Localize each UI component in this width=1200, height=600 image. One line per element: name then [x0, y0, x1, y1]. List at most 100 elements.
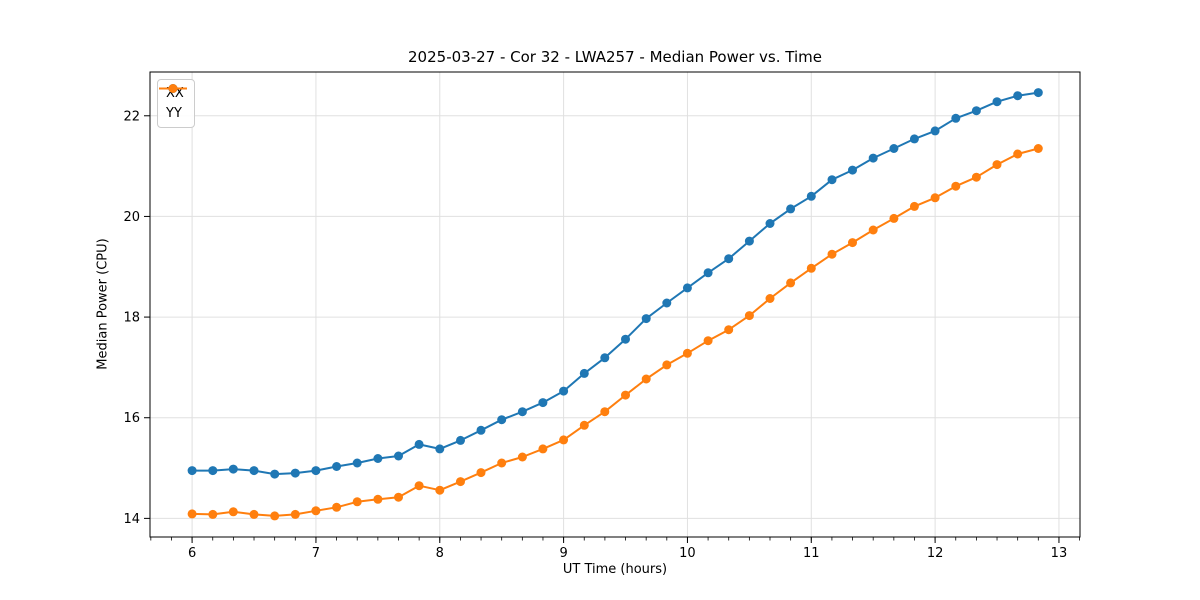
data-point-marker — [848, 165, 857, 175]
data-point-marker — [187, 466, 197, 476]
data-point-marker — [290, 509, 300, 519]
data-point-marker — [208, 509, 218, 519]
x-tick-label: 13 — [1051, 546, 1068, 561]
data-point-marker — [208, 466, 218, 476]
data-point-marker — [765, 294, 775, 303]
data-point-marker — [579, 368, 589, 378]
x-tick-label: 8 — [436, 546, 444, 561]
y-axis-label: Median Power (CPU) — [95, 238, 111, 370]
data-point-marker — [228, 464, 238, 474]
x-tick-label: 10 — [679, 546, 696, 561]
data-point-marker — [868, 225, 878, 235]
data-point-marker — [641, 374, 651, 384]
data-point-marker — [435, 485, 445, 495]
data-point-marker — [187, 509, 197, 519]
data-point-marker — [476, 425, 486, 435]
x-tick-label: 7 — [312, 546, 320, 561]
data-point-marker — [703, 268, 713, 278]
data-point-marker — [373, 454, 383, 463]
data-point-marker — [332, 502, 342, 512]
data-point-marker — [641, 314, 651, 324]
y-tick-label: 20 — [123, 210, 140, 225]
data-point-marker — [806, 263, 816, 273]
data-point-marker — [827, 175, 837, 185]
data-point-marker — [662, 360, 672, 370]
data-point-marker — [394, 492, 403, 502]
data-point-marker — [909, 134, 919, 144]
data-point-marker — [538, 444, 548, 454]
y-tick-label: 18 — [123, 311, 140, 326]
data-point-marker — [1033, 144, 1043, 153]
data-point-marker — [249, 466, 259, 476]
data-point-marker — [228, 507, 238, 517]
data-point-marker — [848, 238, 857, 248]
legend-line-marker-icon — [159, 84, 187, 93]
data-point-marker — [744, 311, 754, 321]
data-point-marker — [971, 106, 981, 116]
data-point-marker — [456, 477, 465, 487]
data-point-marker — [682, 283, 692, 293]
data-point-marker — [559, 386, 569, 396]
data-point-marker — [992, 97, 1002, 107]
data-point-marker — [373, 494, 383, 504]
data-point-marker — [270, 511, 280, 521]
data-point-marker — [497, 458, 507, 468]
series-line — [192, 91, 1039, 476]
x-tick-label: 6 — [188, 546, 196, 561]
y-tick-label: 22 — [123, 109, 140, 124]
x-minor-ticks — [150, 537, 1080, 541]
legend: XX YY — [157, 79, 195, 128]
data-point-marker — [311, 506, 321, 516]
data-point-marker — [951, 181, 961, 191]
data-point-marker — [724, 325, 734, 335]
y-tick-label: 14 — [123, 512, 140, 527]
data-point-marker — [662, 298, 672, 308]
data-point-marker — [889, 144, 899, 153]
y-tick-label: 16 — [123, 411, 140, 426]
data-point-marker — [352, 497, 362, 507]
data-point-marker — [476, 468, 486, 478]
data-point-marker — [930, 193, 940, 203]
legend-label: YY — [166, 106, 182, 121]
data-point-marker — [352, 458, 362, 468]
data-point-marker — [786, 278, 796, 288]
chart-title: 2025-03-27 - Cor 32 - LWA257 - Median Po… — [408, 48, 822, 66]
data-point-marker — [394, 451, 403, 461]
x-tick-label: 9 — [559, 546, 567, 561]
data-point-marker — [930, 126, 940, 136]
data-point-marker — [971, 172, 981, 182]
legend-entry-YY: YY — [159, 84, 187, 122]
y-axis: 14 16 18 20 22 — [123, 109, 150, 527]
data-point-marker — [992, 160, 1002, 170]
data-point-marker — [517, 452, 527, 462]
data-point-marker — [579, 420, 589, 430]
data-point-marker — [249, 509, 259, 519]
data-point-marker — [332, 462, 342, 471]
data-point-marker — [1013, 149, 1023, 159]
x-tick-label: 11 — [803, 546, 820, 561]
series-XX — [187, 88, 1043, 479]
x-axis: 6 7 8 9 10 11 12 13 — [188, 537, 1067, 561]
data-point-marker — [290, 468, 300, 478]
data-point-marker — [456, 435, 465, 445]
data-point-marker — [744, 236, 754, 246]
data-point-marker — [724, 254, 734, 264]
series-YY — [187, 144, 1043, 521]
data-point-marker — [1013, 91, 1023, 101]
data-point-marker — [909, 201, 919, 211]
data-point-marker — [600, 407, 610, 417]
data-point-marker — [786, 204, 796, 214]
data-point-marker — [414, 439, 424, 449]
data-point-marker — [765, 219, 775, 228]
data-point-marker — [621, 390, 630, 400]
data-point-marker — [497, 415, 507, 425]
data-point-marker — [682, 348, 692, 358]
x-tick-label: 12 — [927, 546, 944, 561]
data-point-marker — [889, 213, 899, 223]
data-point-marker — [435, 444, 445, 454]
data-point-marker — [270, 469, 280, 479]
data-point-marker — [621, 334, 630, 344]
data-point-marker — [538, 398, 548, 408]
